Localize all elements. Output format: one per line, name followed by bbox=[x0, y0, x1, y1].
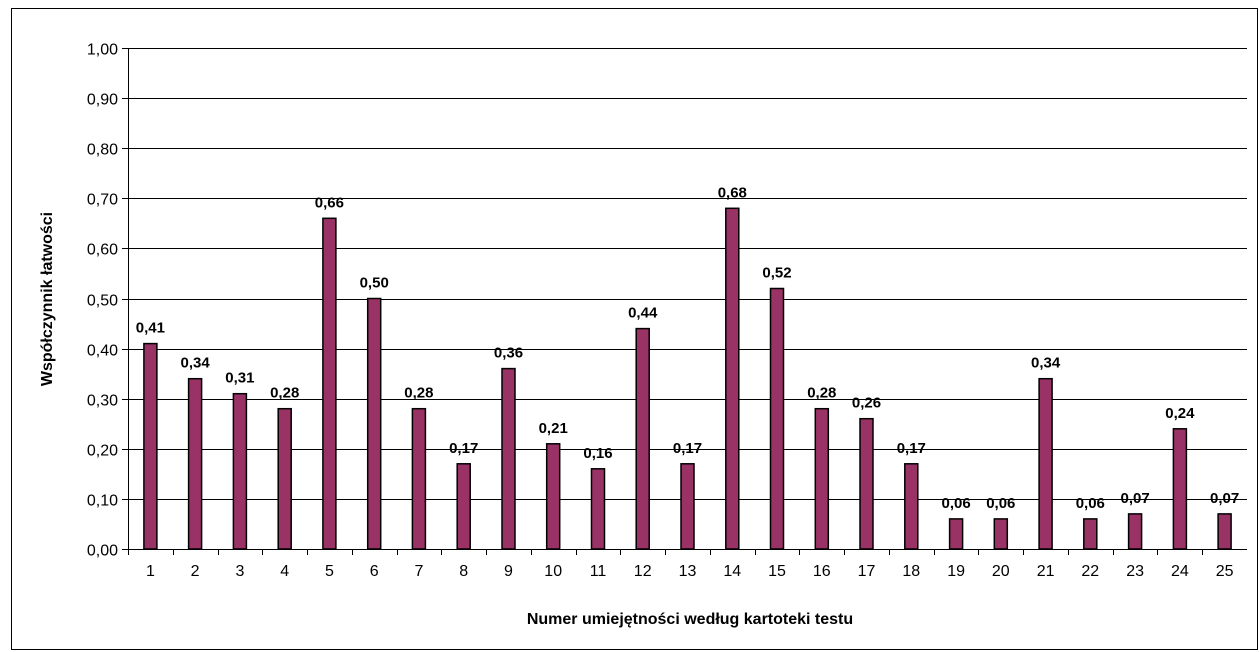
x-tick-label: 10 bbox=[544, 563, 562, 580]
gridlines bbox=[128, 48, 1247, 500]
data-label: 0,17 bbox=[449, 440, 478, 457]
data-label: 0,21 bbox=[539, 420, 568, 437]
x-tick-label: 25 bbox=[1216, 563, 1234, 580]
data-label: 0,28 bbox=[404, 385, 433, 402]
data-label: 0,06 bbox=[1076, 495, 1105, 512]
bar bbox=[635, 327, 650, 550]
y-tick-label: 0,60 bbox=[87, 242, 118, 259]
x-tick-label: 16 bbox=[813, 563, 831, 580]
data-label: 0,28 bbox=[270, 385, 299, 402]
data-label: 0,17 bbox=[897, 440, 926, 457]
y-tick-label: 1,00 bbox=[87, 42, 118, 59]
x-tick-label: 19 bbox=[947, 563, 965, 580]
y-tick-label: 0,00 bbox=[87, 543, 118, 560]
data-label: 0,50 bbox=[360, 275, 389, 292]
x-tick-label: 24 bbox=[1171, 563, 1189, 580]
y-axis-title: Współczynnik łatwości bbox=[39, 212, 56, 386]
bar bbox=[948, 518, 964, 550]
x-tick-label: 9 bbox=[504, 563, 513, 580]
bar bbox=[814, 407, 830, 550]
data-label: 0,06 bbox=[941, 495, 970, 512]
bar bbox=[590, 468, 606, 550]
data-label: 0,31 bbox=[225, 370, 254, 387]
data-label: 0,07 bbox=[1210, 490, 1239, 507]
x-tick-label: 3 bbox=[235, 563, 244, 580]
data-label: 0,66 bbox=[315, 194, 344, 211]
data-label: 0,16 bbox=[583, 445, 612, 462]
data-labels: 0,41 0,34 0,31 0,28 0,66 0,50 0,28 0,17 0,36 0,21… bbox=[136, 184, 1239, 512]
y-tick-label: 0,10 bbox=[87, 493, 118, 510]
bars bbox=[143, 207, 1232, 550]
y-tick-label: 0,40 bbox=[87, 343, 118, 360]
bar bbox=[769, 287, 785, 550]
bar bbox=[411, 407, 427, 550]
x-tick-label: 22 bbox=[1081, 563, 1099, 580]
bar bbox=[993, 518, 1009, 550]
data-label: 0,41 bbox=[136, 320, 165, 337]
bar bbox=[1127, 513, 1143, 550]
bar bbox=[232, 392, 248, 550]
x-tick-label: 11 bbox=[590, 563, 607, 580]
x-axis-ticks: 1 2 3 4 5 6 7 8 9 10 11 12 13 14 15 16 17 18 19 20 21 22 23 24 2… bbox=[128, 549, 1234, 580]
x-tick-label: 6 bbox=[370, 563, 379, 580]
y-tick-label: 0,50 bbox=[87, 293, 118, 310]
y-tick-label: 0,20 bbox=[87, 443, 118, 460]
bar bbox=[904, 463, 919, 550]
bar bbox=[545, 443, 561, 550]
x-tick-label: 7 bbox=[414, 563, 423, 580]
bar bbox=[456, 463, 471, 550]
x-tick-label: 17 bbox=[858, 563, 876, 580]
x-tick-label: 13 bbox=[679, 563, 697, 580]
y-tick-label: 0,30 bbox=[87, 393, 118, 410]
bar bbox=[501, 367, 516, 550]
bar bbox=[322, 217, 337, 550]
x-tick-label: 4 bbox=[280, 563, 289, 580]
x-tick-label: 23 bbox=[1126, 563, 1144, 580]
x-tick-label: 18 bbox=[902, 563, 920, 580]
data-label: 0,24 bbox=[1165, 405, 1195, 422]
bar bbox=[680, 463, 695, 550]
bar bbox=[187, 377, 203, 550]
y-tick-label: 0,80 bbox=[87, 142, 118, 159]
y-axis-ticks: 0,00 0,10 0,20 0,30 0,40 0,50 0,60 0,70 0,80 0,90… bbox=[87, 42, 128, 560]
bar bbox=[1172, 428, 1188, 550]
data-label: 0,44 bbox=[628, 305, 658, 322]
bar bbox=[859, 417, 874, 550]
x-tick-label: 2 bbox=[191, 563, 200, 580]
data-label: 0,36 bbox=[494, 345, 523, 362]
x-tick-label: 1 bbox=[146, 563, 155, 580]
data-label: 0,07 bbox=[1120, 490, 1149, 507]
data-label: 0,28 bbox=[807, 385, 836, 402]
bar bbox=[143, 342, 158, 550]
data-label: 0,17 bbox=[673, 440, 702, 457]
x-tick-label: 15 bbox=[768, 563, 786, 580]
data-label: 0,06 bbox=[986, 495, 1015, 512]
bar bbox=[366, 297, 382, 550]
x-tick-label: 20 bbox=[992, 563, 1010, 580]
bar bbox=[725, 207, 740, 550]
bar bbox=[1038, 377, 1053, 550]
data-label: 0,34 bbox=[1031, 355, 1061, 372]
y-tick-label: 0,90 bbox=[87, 92, 118, 109]
data-label: 0,26 bbox=[852, 395, 881, 412]
x-axis-title: Numer umiejętności według kartoteki test… bbox=[527, 611, 853, 628]
bar bbox=[1083, 518, 1098, 550]
y-tick-label: 0,70 bbox=[87, 192, 118, 209]
bar bbox=[1217, 513, 1232, 550]
x-tick-label: 21 bbox=[1037, 563, 1055, 580]
x-tick-label: 14 bbox=[723, 563, 741, 580]
x-tick-label: 12 bbox=[634, 563, 652, 580]
data-label: 0,34 bbox=[180, 355, 210, 372]
x-tick-label: 8 bbox=[459, 563, 468, 580]
data-label: 0,68 bbox=[718, 184, 747, 201]
data-label: 0,52 bbox=[762, 265, 791, 282]
bar bbox=[277, 407, 292, 550]
x-tick-label: 5 bbox=[325, 563, 334, 580]
